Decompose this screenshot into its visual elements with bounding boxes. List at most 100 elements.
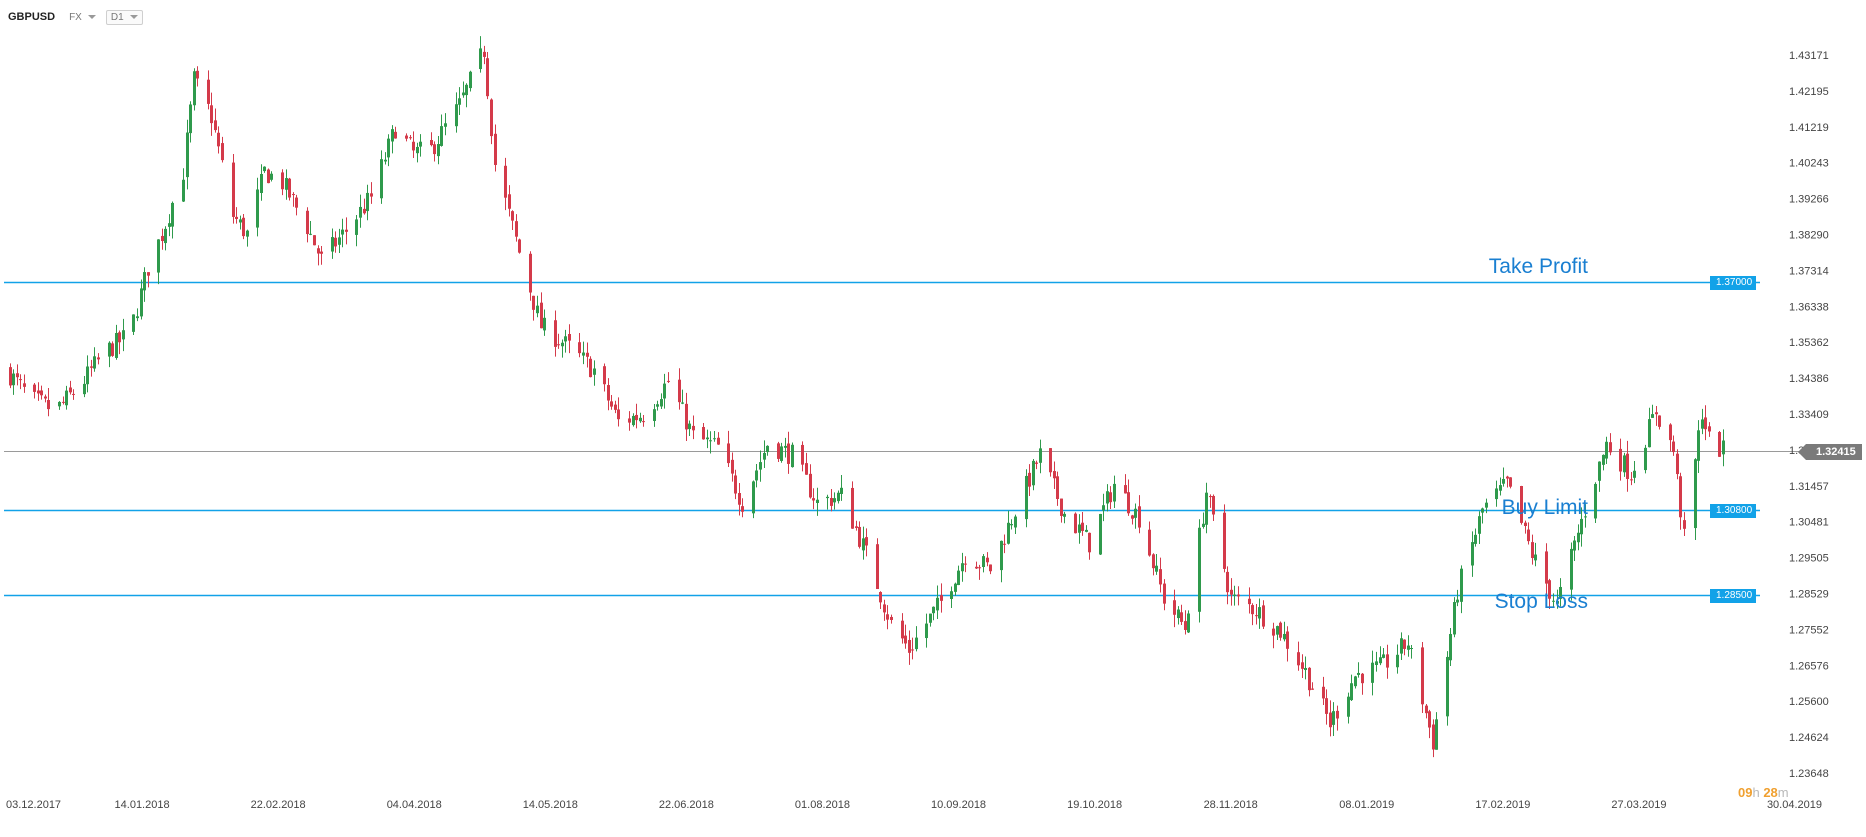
candle-body xyxy=(1279,622,1282,638)
candle-body xyxy=(320,251,323,254)
candle-body xyxy=(306,210,309,235)
y-tick-label: 1.39266 xyxy=(1789,194,1829,206)
candle-body xyxy=(1237,594,1240,597)
stop-loss-price-tag[interactable]: 1.28500 xyxy=(1710,588,1756,603)
candle-body xyxy=(855,526,858,528)
candle-body xyxy=(444,123,447,127)
candle-body xyxy=(812,498,815,501)
x-tick-label: 14.01.2018 xyxy=(115,799,170,811)
candle-body xyxy=(1630,479,1633,481)
candle-body xyxy=(1003,543,1006,545)
candle-body xyxy=(1311,688,1314,690)
candle-body xyxy=(1308,667,1311,691)
candle-body xyxy=(483,51,486,57)
candle-body xyxy=(1552,600,1555,602)
buy-limit-price-tag[interactable]: 1.30800 xyxy=(1710,503,1756,518)
candle-body xyxy=(1421,647,1424,705)
candle-body xyxy=(1081,522,1084,531)
take-profit-price-tag[interactable]: 1.37000 xyxy=(1710,275,1756,290)
candle-body xyxy=(1495,488,1498,500)
candle-body xyxy=(1407,645,1410,650)
candle-body xyxy=(1679,476,1682,518)
candle-body xyxy=(345,229,348,232)
candle-body xyxy=(1262,605,1265,627)
candle-body xyxy=(1626,453,1629,479)
candle-body xyxy=(19,379,22,381)
candle-body xyxy=(589,358,592,378)
candle-body xyxy=(568,334,571,341)
symbol-label[interactable]: GBPUSD xyxy=(8,11,56,23)
candle-body xyxy=(915,637,918,650)
x-tick-label: 04.04.2018 xyxy=(387,799,442,811)
candle-body xyxy=(1102,505,1105,511)
candle-body xyxy=(1584,516,1587,518)
candle-body xyxy=(731,459,734,474)
candle-body xyxy=(1403,639,1406,649)
candle-body xyxy=(1531,542,1534,559)
candle-body xyxy=(791,444,794,468)
candle-body xyxy=(614,404,617,410)
candle-body xyxy=(936,597,939,611)
timeframe-dropdown[interactable]: D1 xyxy=(105,9,143,25)
candle-body xyxy=(334,237,337,247)
x-tick-label: 14.05.2018 xyxy=(523,799,578,811)
candle-body xyxy=(982,556,985,568)
time-axis[interactable]: 03.12.2017 14.01.2018 22.02.2018 04.04.2018… xyxy=(6,799,1822,811)
candle-body xyxy=(1032,460,1035,486)
candle-body xyxy=(741,506,744,512)
candle-body xyxy=(83,383,86,395)
candle-body xyxy=(1446,656,1449,717)
candle-body xyxy=(1357,672,1360,675)
current-price-tag: 1.32415 xyxy=(1798,443,1862,460)
candle-body xyxy=(1701,419,1704,429)
candle-body xyxy=(1697,430,1700,461)
candle-body xyxy=(940,595,943,601)
candle-body xyxy=(607,385,610,401)
candle-body xyxy=(1109,492,1112,503)
candle-body xyxy=(359,206,362,218)
candle-body xyxy=(1435,719,1438,750)
candle-body xyxy=(1524,522,1527,527)
candle-body xyxy=(1499,485,1502,491)
candle-body xyxy=(557,344,560,346)
x-tick-label: 22.06.2018 xyxy=(659,799,714,811)
candle-body xyxy=(171,202,174,227)
candle-body xyxy=(412,141,415,151)
candle-body xyxy=(1502,478,1505,484)
candle-body xyxy=(1301,662,1304,669)
candle-body xyxy=(1400,638,1403,654)
y-tick-label: 1.25600 xyxy=(1789,696,1829,708)
candle-body xyxy=(929,613,932,623)
candle-body xyxy=(763,453,766,460)
candle-body xyxy=(901,620,904,639)
candle-body xyxy=(111,343,114,356)
candle-body xyxy=(578,342,581,354)
candle-body xyxy=(1039,448,1042,463)
candle-body xyxy=(363,208,366,214)
candle-body xyxy=(1106,491,1109,504)
candle-body xyxy=(1396,654,1399,668)
price-axis[interactable]: 1.43171 1.42195 1.41219 1.40243 1.39266 1.382… xyxy=(1789,50,1829,780)
candle-body xyxy=(805,463,808,475)
candle-body xyxy=(391,129,394,142)
candle-body xyxy=(876,544,879,590)
candle-body xyxy=(221,143,224,161)
candle-body xyxy=(1007,522,1010,544)
candle-body xyxy=(1272,628,1275,636)
candle-body xyxy=(709,440,712,442)
take-profit-label: Take Profit xyxy=(1488,255,1588,278)
candle-body xyxy=(455,104,458,127)
candle-body xyxy=(582,352,585,356)
candle-body xyxy=(508,194,511,209)
candle-body xyxy=(246,230,249,237)
candle-body xyxy=(1559,586,1562,599)
candle-body xyxy=(207,79,210,104)
candle-body xyxy=(214,120,217,131)
candle-body xyxy=(1386,654,1389,668)
candle-body xyxy=(47,400,50,410)
candle-body xyxy=(437,144,440,157)
candle-body xyxy=(904,635,907,644)
market-dropdown[interactable]: FX xyxy=(65,11,100,24)
candle-body xyxy=(1722,440,1725,455)
